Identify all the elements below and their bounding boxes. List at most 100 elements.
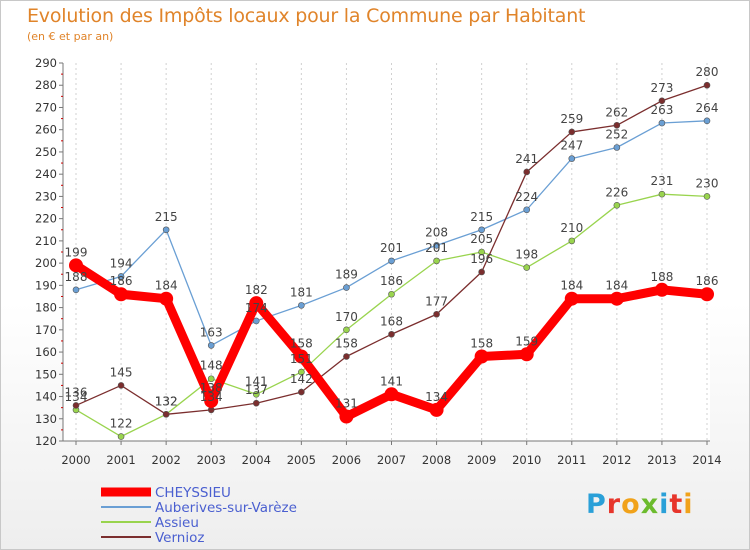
series-point-3 xyxy=(568,128,576,136)
data-label: 132 xyxy=(155,394,178,408)
series-point-3 xyxy=(478,268,485,276)
x-tick-label: 2012 xyxy=(602,453,631,467)
data-label: 215 xyxy=(470,210,493,224)
legend-label: Auberives-sur-Varèze xyxy=(155,500,297,516)
series-point-1 xyxy=(252,317,260,325)
data-label: 138 xyxy=(200,381,223,395)
y-tick-label: 220 xyxy=(35,212,57,226)
series-point-1 xyxy=(523,206,531,214)
series-point-2 xyxy=(388,290,395,298)
data-label: 188 xyxy=(65,270,88,284)
data-label: 137 xyxy=(245,383,268,397)
data-label: 264 xyxy=(696,101,719,115)
y-tick-label: 280 xyxy=(35,78,57,92)
series-point-3 xyxy=(388,330,395,338)
series-point-0 xyxy=(339,409,354,424)
series-point-0 xyxy=(294,349,309,364)
data-label: 186 xyxy=(380,274,403,288)
data-label: 196 xyxy=(470,252,493,266)
x-tick-label: 2009 xyxy=(467,453,496,467)
data-label: 247 xyxy=(560,139,583,153)
series-point-1 xyxy=(658,119,666,127)
data-label: 231 xyxy=(650,174,673,188)
data-label: 145 xyxy=(110,365,133,379)
series-point-3 xyxy=(523,168,531,176)
data-label: 134 xyxy=(200,390,223,404)
chart-subtitle: (en € et par an) xyxy=(27,30,114,43)
data-label: 224 xyxy=(515,190,538,204)
data-label: 252 xyxy=(605,127,628,141)
series-point-1 xyxy=(703,117,711,125)
series-point-0 xyxy=(474,349,489,364)
series-point-2 xyxy=(568,237,576,245)
series-point-0 xyxy=(384,387,399,402)
series-point-3 xyxy=(433,310,440,318)
data-label: 168 xyxy=(380,314,403,328)
y-tick-label: 290 xyxy=(35,56,57,70)
data-label: 273 xyxy=(650,81,673,95)
series-point-0 xyxy=(249,296,264,311)
series-point-2 xyxy=(478,248,485,256)
x-tick-label: 2003 xyxy=(197,453,226,467)
data-label: 132 xyxy=(155,394,178,408)
series-point-0 xyxy=(159,291,174,306)
x-tick-label: 2006 xyxy=(332,453,361,467)
data-label: 210 xyxy=(560,221,583,235)
series-point-0 xyxy=(204,393,219,408)
series-point-0 xyxy=(69,258,83,273)
data-label: 241 xyxy=(515,152,538,166)
series-point-3 xyxy=(343,353,350,360)
data-label: 201 xyxy=(380,241,403,255)
series-point-1 xyxy=(298,302,305,309)
data-label: 186 xyxy=(696,274,719,288)
series-point-2 xyxy=(613,202,621,209)
data-label: 170 xyxy=(335,310,358,324)
series-point-1 xyxy=(613,144,621,151)
x-tick-label: 2004 xyxy=(242,453,271,467)
data-label: 182 xyxy=(245,283,268,297)
x-tick-label: 2007 xyxy=(377,453,406,467)
series-point-3 xyxy=(162,411,170,418)
series-point-3 xyxy=(72,402,80,409)
data-label: 131 xyxy=(335,397,358,411)
data-label: 151 xyxy=(290,352,313,366)
series-point-3 xyxy=(117,382,125,389)
x-tick-label: 2010 xyxy=(512,453,541,467)
y-tick-label: 200 xyxy=(35,256,57,270)
data-label: 141 xyxy=(245,374,268,388)
series-point-3 xyxy=(658,97,666,105)
data-label: 226 xyxy=(605,185,628,199)
series-point-0 xyxy=(564,291,579,306)
series-point-3 xyxy=(703,81,711,89)
data-label: 263 xyxy=(650,103,673,117)
series-point-2 xyxy=(117,433,125,440)
series-point-1 xyxy=(72,286,80,294)
series-point-2 xyxy=(703,193,711,200)
series-point-2 xyxy=(207,375,215,383)
data-label: 177 xyxy=(425,294,448,308)
data-label: 148 xyxy=(200,359,223,373)
series-point-2 xyxy=(523,264,531,271)
y-tick-label: 120 xyxy=(35,434,57,448)
series-point-3 xyxy=(613,121,621,129)
series-point-1 xyxy=(207,342,215,349)
data-label: 141 xyxy=(380,374,403,388)
series-point-1 xyxy=(433,242,440,249)
data-label: 159 xyxy=(515,334,538,348)
y-tick-label: 140 xyxy=(35,390,57,404)
data-label: 205 xyxy=(470,232,493,246)
x-tick-label: 2013 xyxy=(647,453,676,467)
data-label: 230 xyxy=(696,176,719,190)
data-label: 158 xyxy=(335,337,358,351)
series-point-1 xyxy=(343,284,350,291)
data-label: 174 xyxy=(245,301,268,315)
plot-area xyxy=(63,63,710,441)
series-point-3 xyxy=(298,388,305,396)
y-tick-label: 240 xyxy=(35,167,57,181)
series-point-0 xyxy=(609,291,624,306)
x-tick-label: 2008 xyxy=(422,453,451,467)
series-point-1 xyxy=(388,257,395,265)
data-label: 142 xyxy=(290,372,313,386)
data-label: 201 xyxy=(425,241,448,255)
